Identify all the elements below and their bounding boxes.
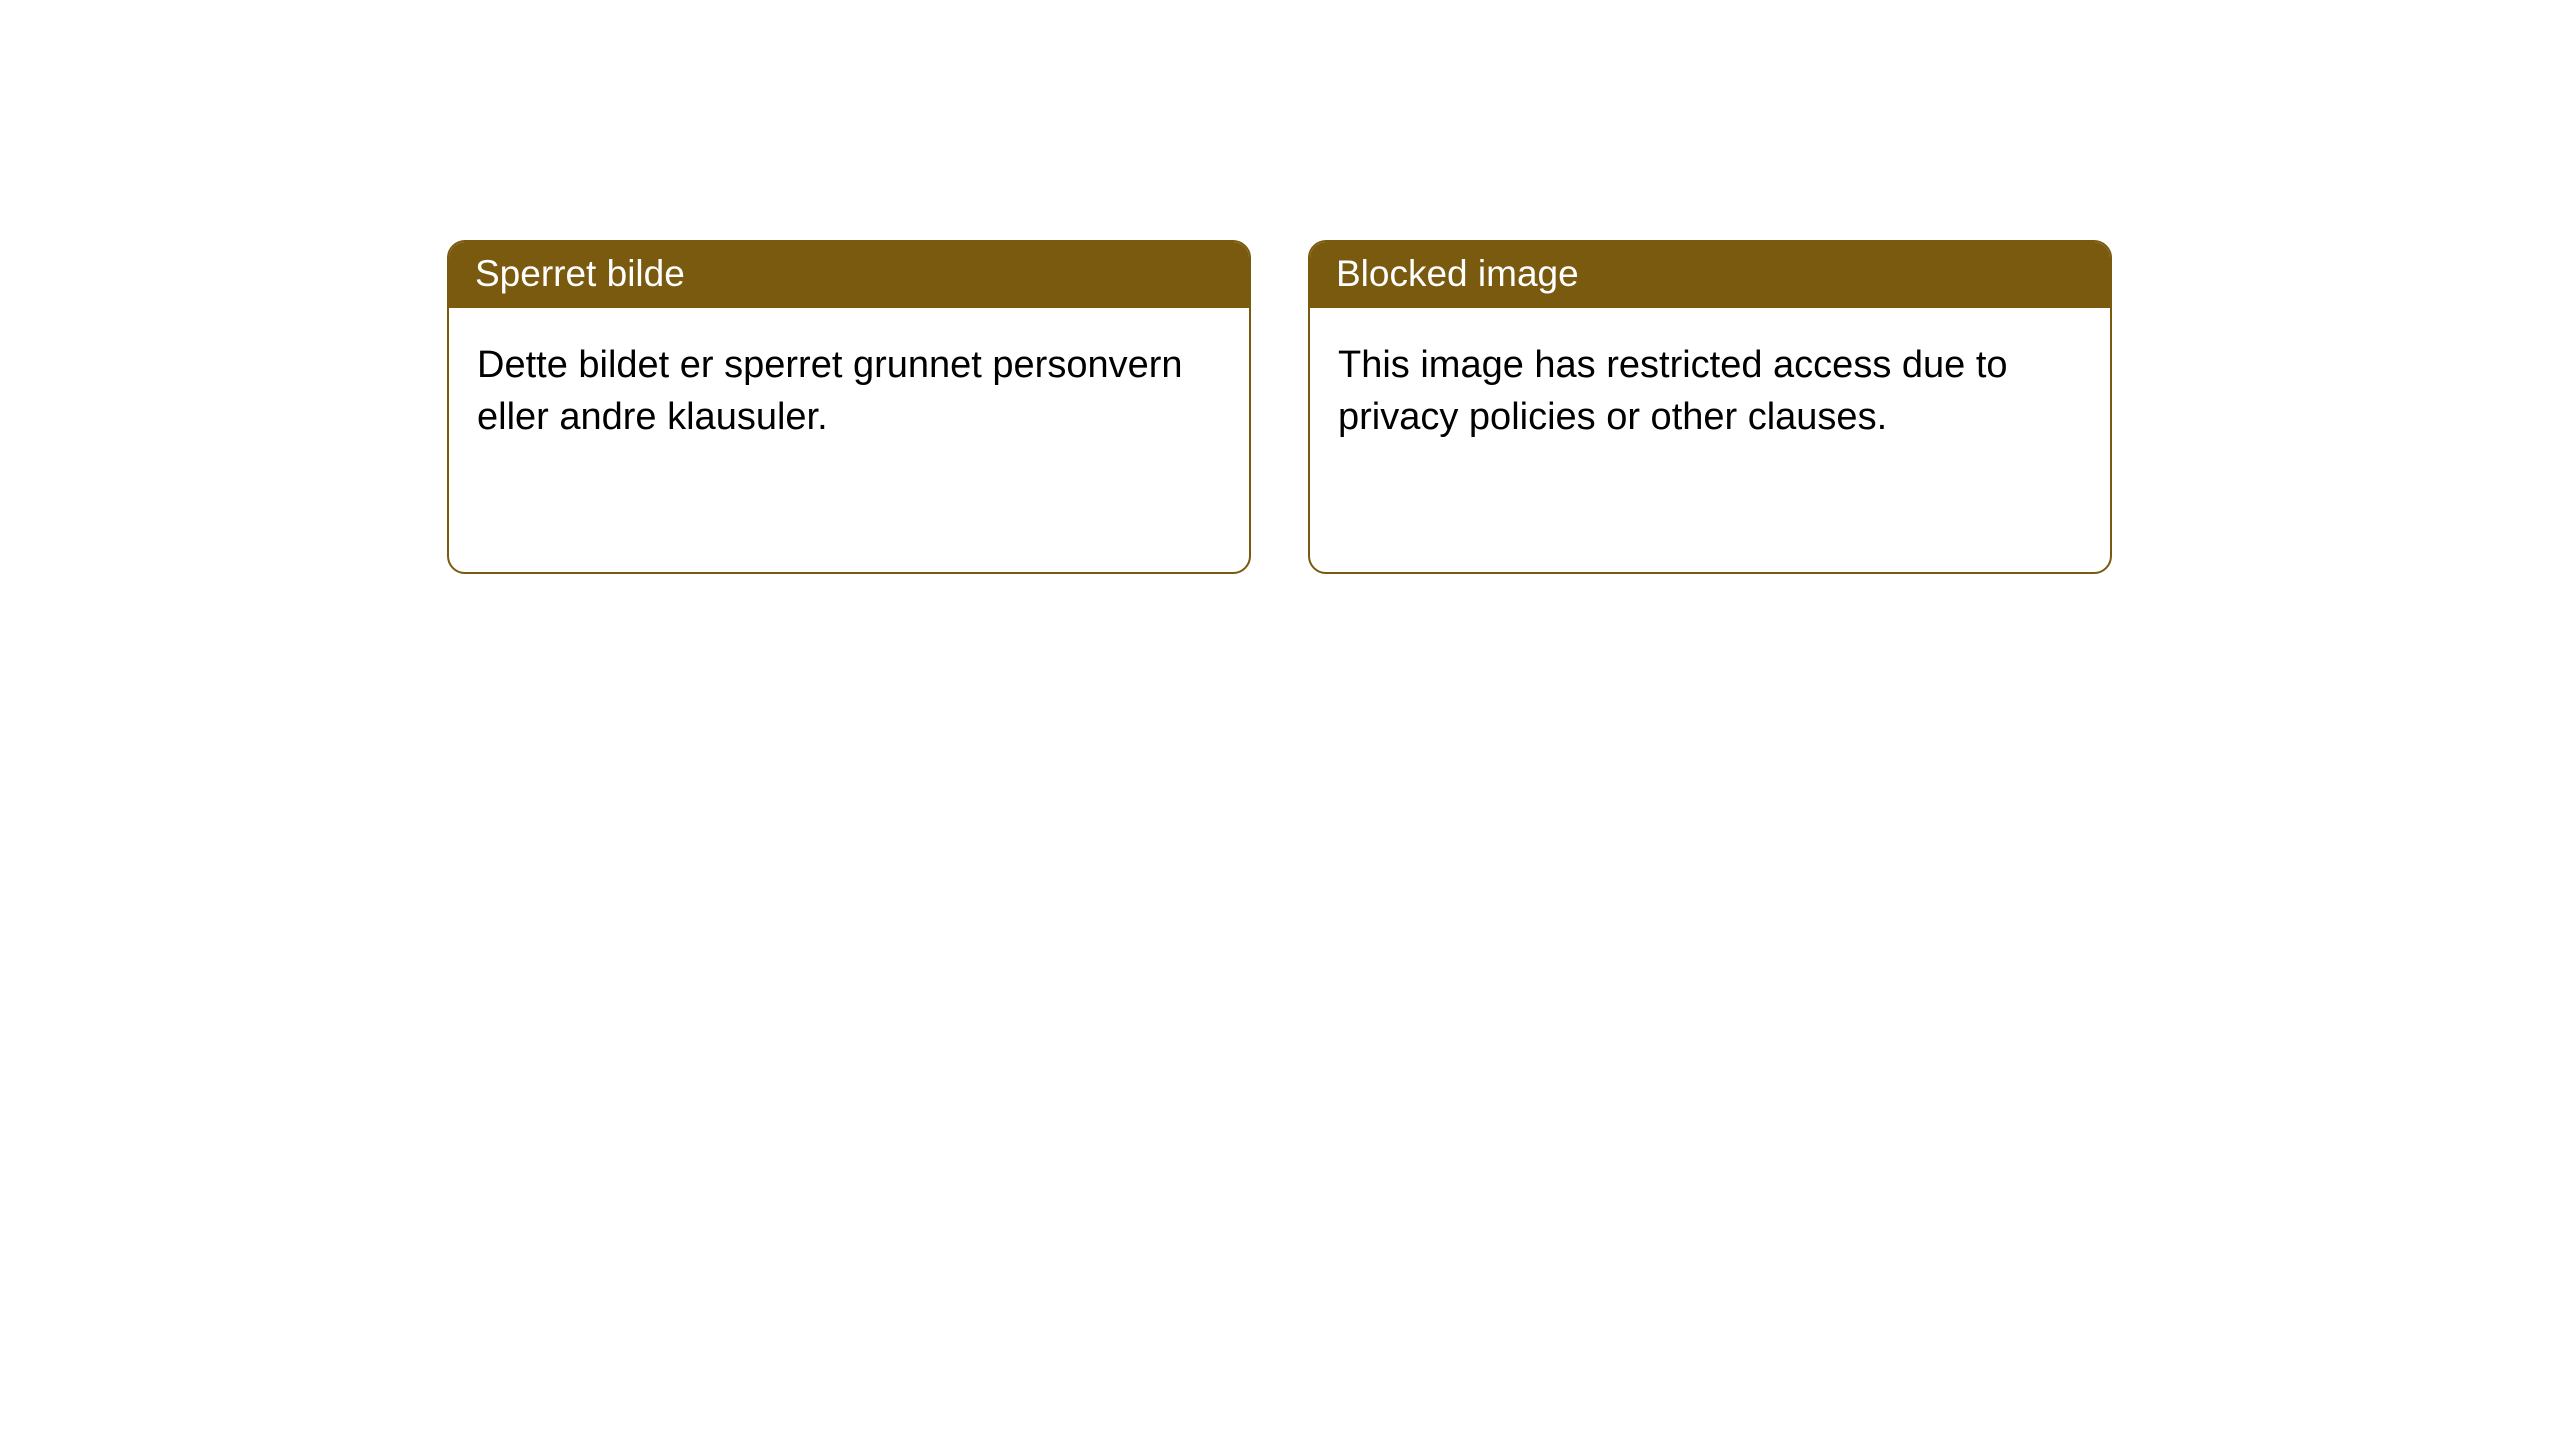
notice-card-norwegian: Sperret bilde Dette bildet er sperret gr… — [447, 240, 1251, 574]
notice-container: Sperret bilde Dette bildet er sperret gr… — [447, 240, 2112, 574]
notice-card-english: Blocked image This image has restricted … — [1308, 240, 2112, 574]
notice-card-header: Blocked image — [1310, 242, 2110, 308]
notice-card-header: Sperret bilde — [449, 242, 1249, 308]
notice-card-body: This image has restricted access due to … — [1310, 308, 2110, 475]
notice-card-body: Dette bildet er sperret grunnet personve… — [449, 308, 1249, 475]
